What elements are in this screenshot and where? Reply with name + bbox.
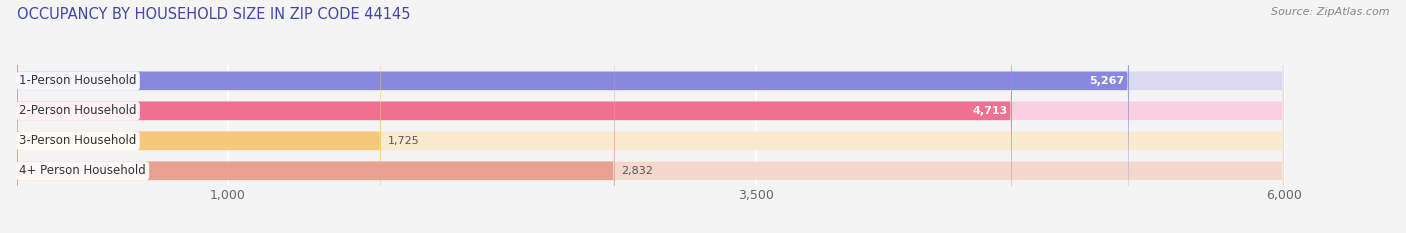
FancyBboxPatch shape <box>17 0 1129 233</box>
Text: 1,725: 1,725 <box>388 136 419 146</box>
Text: 1-Person Household: 1-Person Household <box>20 74 136 87</box>
Text: 4,713: 4,713 <box>973 106 1008 116</box>
Text: 3-Person Household: 3-Person Household <box>20 134 136 147</box>
Text: Source: ZipAtlas.com: Source: ZipAtlas.com <box>1271 7 1389 17</box>
Text: 2-Person Household: 2-Person Household <box>20 104 136 117</box>
Text: 5,267: 5,267 <box>1090 76 1125 86</box>
Text: OCCUPANCY BY HOUSEHOLD SIZE IN ZIP CODE 44145: OCCUPANCY BY HOUSEHOLD SIZE IN ZIP CODE … <box>17 7 411 22</box>
FancyBboxPatch shape <box>17 0 1284 233</box>
FancyBboxPatch shape <box>17 0 381 233</box>
Text: 4+ Person Household: 4+ Person Household <box>20 164 146 177</box>
Text: 2,832: 2,832 <box>621 166 652 176</box>
FancyBboxPatch shape <box>17 0 614 233</box>
FancyBboxPatch shape <box>17 0 1012 233</box>
FancyBboxPatch shape <box>17 0 1284 233</box>
FancyBboxPatch shape <box>17 0 1284 233</box>
FancyBboxPatch shape <box>17 0 1284 233</box>
